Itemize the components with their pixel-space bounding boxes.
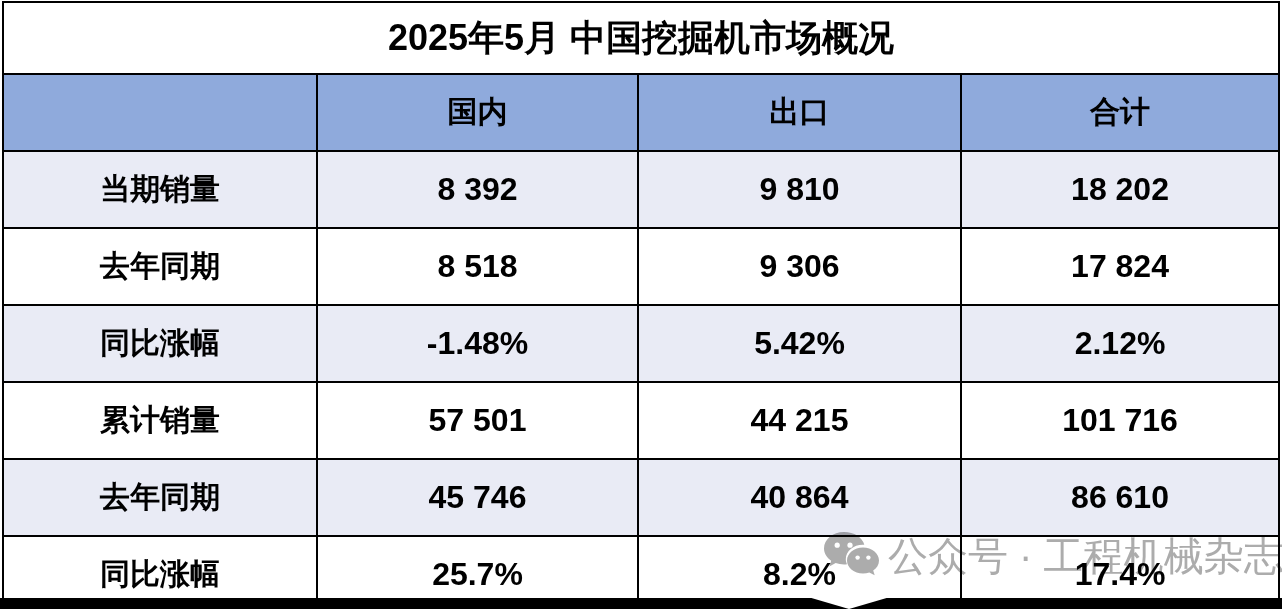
header-row: 国内 出口 合计 bbox=[3, 74, 1279, 151]
title-row: 2025年5月 中国挖掘机市场概况 bbox=[3, 2, 1279, 74]
bottom-black-bar bbox=[0, 598, 1282, 609]
down-arrow-notch bbox=[808, 597, 890, 609]
column-header-export: 出口 bbox=[638, 74, 961, 151]
table-row-current-sales: 当期销量 8 392 9 810 18 202 bbox=[3, 151, 1279, 228]
value-cell: 5.42% bbox=[638, 305, 961, 382]
value-cell: -1.48% bbox=[317, 305, 638, 382]
value-cell: 40 864 bbox=[638, 459, 961, 536]
table-row-cumulative-sales: 累计销量 57 501 44 215 101 716 bbox=[3, 382, 1279, 459]
value-cell: 8 518 bbox=[317, 228, 638, 305]
table-row-last-year-same-period: 去年同期 8 518 9 306 17 824 bbox=[3, 228, 1279, 305]
value-cell: 17 824 bbox=[961, 228, 1279, 305]
row-label: 累计销量 bbox=[3, 382, 317, 459]
value-cell: 18 202 bbox=[961, 151, 1279, 228]
value-cell: 44 215 bbox=[638, 382, 961, 459]
row-label: 同比涨幅 bbox=[3, 305, 317, 382]
value-cell: 86 610 bbox=[961, 459, 1279, 536]
value-cell: 9 306 bbox=[638, 228, 961, 305]
row-label: 当期销量 bbox=[3, 151, 317, 228]
table-row-last-year-cumulative: 去年同期 45 746 40 864 86 610 bbox=[3, 459, 1279, 536]
value-cell: 101 716 bbox=[961, 382, 1279, 459]
excavator-market-table-image: 2025年5月 中国挖掘机市场概况 国内 出口 合计 当期销量 8 392 9 … bbox=[0, 0, 1282, 609]
row-label: 去年同期 bbox=[3, 459, 317, 536]
market-table: 2025年5月 中国挖掘机市场概况 国内 出口 合计 当期销量 8 392 9 … bbox=[2, 1, 1280, 609]
value-cell: 57 501 bbox=[317, 382, 638, 459]
value-cell: 45 746 bbox=[317, 459, 638, 536]
value-cell: 9 810 bbox=[638, 151, 961, 228]
column-header-domestic: 国内 bbox=[317, 74, 638, 151]
row-label: 去年同期 bbox=[3, 228, 317, 305]
column-header-total: 合计 bbox=[961, 74, 1279, 151]
table-row-yoy-change: 同比涨幅 -1.48% 5.42% 2.12% bbox=[3, 305, 1279, 382]
value-cell: 8 392 bbox=[317, 151, 638, 228]
value-cell: 2.12% bbox=[961, 305, 1279, 382]
table-title: 2025年5月 中国挖掘机市场概况 bbox=[3, 2, 1279, 74]
column-header-blank bbox=[3, 74, 317, 151]
